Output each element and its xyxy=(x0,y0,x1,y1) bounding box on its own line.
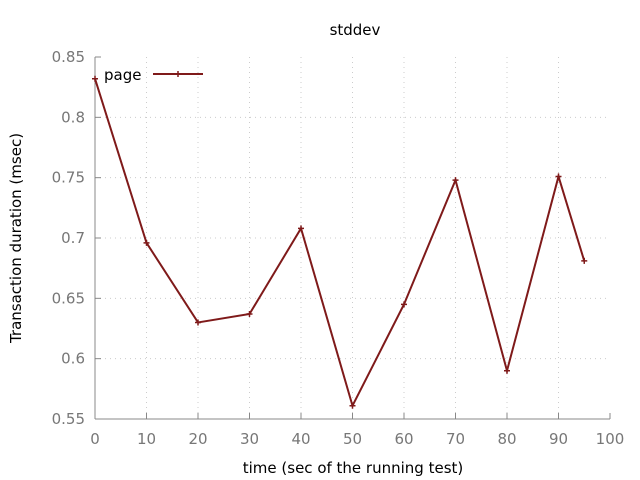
data-point xyxy=(504,367,510,374)
y-tick-label: 0.6 xyxy=(61,350,85,368)
y-tick-label: 0.8 xyxy=(61,108,85,126)
x-tick-label: 70 xyxy=(446,430,465,448)
x-tick-label: 60 xyxy=(394,430,413,448)
y-tick-label: 0.7 xyxy=(61,229,85,247)
data-point xyxy=(349,402,356,409)
data-point xyxy=(246,311,253,318)
x-tick-label: 10 xyxy=(137,430,156,448)
grid-lines xyxy=(95,57,610,419)
y-tick-label: 0.85 xyxy=(52,48,85,66)
data-point xyxy=(195,319,201,326)
x-tick-label: 50 xyxy=(343,430,362,448)
y-tick-label: 0.65 xyxy=(52,289,85,307)
data-point xyxy=(401,301,407,308)
x-tick-label: 30 xyxy=(240,430,259,448)
x-axis-title: time (sec of the running test) xyxy=(243,459,464,477)
series-line-page xyxy=(94,78,586,409)
x-tick-label: 0 xyxy=(90,430,100,448)
y-axis-ticks: 0.55 0.6 0.65 0.7 0.75 0.8 0.85 xyxy=(52,48,101,428)
legend: page xyxy=(104,66,203,84)
x-tick-label: 90 xyxy=(549,430,568,448)
chart-title: stddev xyxy=(330,21,381,39)
y-tick-label: 0.75 xyxy=(52,169,85,187)
x-tick-label: 100 xyxy=(596,430,625,448)
data-point xyxy=(452,177,459,184)
x-axis-ticks: 0 10 20 30 40 50 60 70 80 90 100 xyxy=(90,413,624,448)
series-group xyxy=(92,75,588,409)
legend-marker-page xyxy=(175,71,181,77)
x-tick-label: 20 xyxy=(188,430,207,448)
x-tick-label: 40 xyxy=(291,430,310,448)
data-point xyxy=(92,75,98,82)
data-point xyxy=(581,257,588,264)
y-tick-label: 0.55 xyxy=(52,410,85,428)
x-tick-label: 80 xyxy=(497,430,516,448)
data-point xyxy=(555,173,562,180)
legend-label-page: page xyxy=(104,66,141,84)
data-point xyxy=(298,225,304,232)
y-axis-title: Transaction duration (msec) xyxy=(7,133,25,344)
data-point xyxy=(143,239,150,246)
